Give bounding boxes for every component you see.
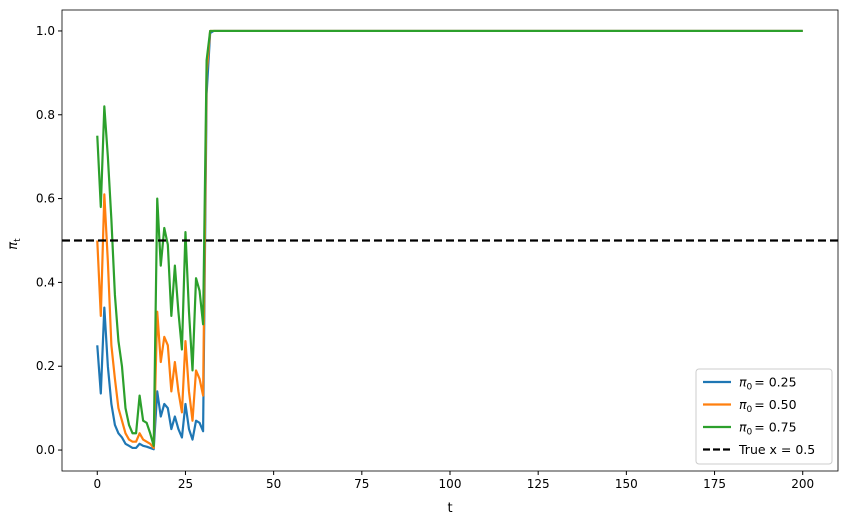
y-tick-label: 0.6 bbox=[36, 192, 55, 206]
x-tick-label: 200 bbox=[791, 477, 814, 491]
legend-label: π0 = 0.75 bbox=[739, 420, 797, 438]
x-tick-label: 50 bbox=[266, 477, 281, 491]
x-tick-label: 0 bbox=[93, 477, 101, 491]
legend-label: True x = 0.5 bbox=[738, 442, 815, 457]
series-line-0 bbox=[96, 29, 803, 451]
x-tick-label: 125 bbox=[527, 477, 550, 491]
series-line-2 bbox=[96, 29, 803, 447]
legend: π0 = 0.25 π0 = 0.50 π0 = 0.75 True x = 0.5 bbox=[695, 368, 833, 465]
x-tick-label: 100 bbox=[439, 477, 462, 491]
x-tick-label: 25 bbox=[178, 477, 193, 491]
series-line-1 bbox=[96, 29, 803, 450]
y-tick-label: 0.4 bbox=[36, 275, 55, 289]
x-tick-label: 175 bbox=[703, 477, 726, 491]
y-tick-label: 0.0 bbox=[36, 443, 55, 457]
x-axis-label: t bbox=[447, 501, 452, 516]
y-tick-label: 0.2 bbox=[36, 359, 55, 373]
legend-label: π0 = 0.50 bbox=[739, 397, 797, 415]
legend-label: π0 = 0.25 bbox=[739, 375, 797, 393]
x-tick-label: 150 bbox=[615, 477, 638, 491]
x-tick-label: 75 bbox=[354, 477, 369, 491]
y-tick-label: 0.8 bbox=[36, 108, 55, 122]
y-axis-label: πt bbox=[6, 238, 23, 250]
y-tick-label: 1.0 bbox=[36, 24, 55, 38]
